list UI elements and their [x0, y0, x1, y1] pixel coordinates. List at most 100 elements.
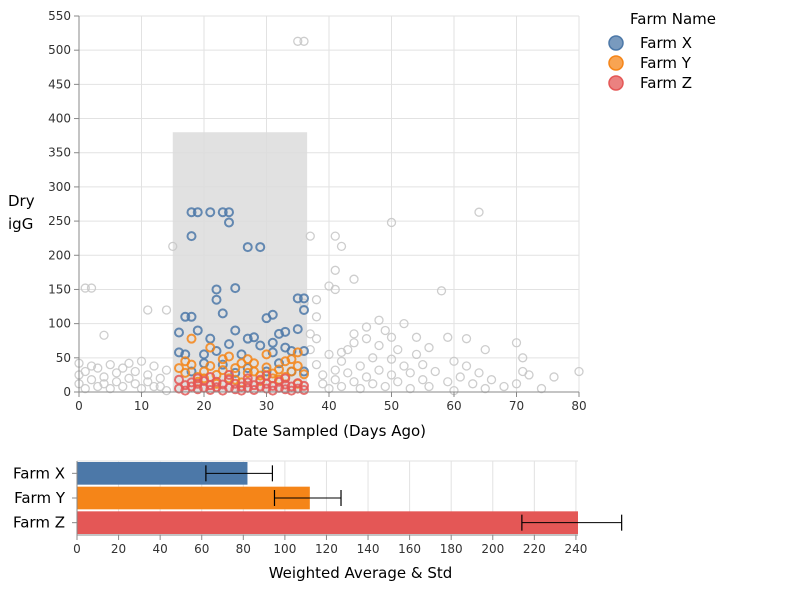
unselected-point[interactable]: [330, 265, 340, 275]
point-farm-x[interactable]: [267, 309, 278, 320]
unselected-point[interactable]: [105, 383, 115, 394]
unselected-point[interactable]: [155, 381, 165, 392]
unselected-point[interactable]: [136, 356, 147, 366]
unselected-point[interactable]: [461, 334, 472, 344]
unselected-point[interactable]: [549, 372, 559, 382]
unselected-point[interactable]: [418, 360, 428, 370]
point-farm-y[interactable]: [286, 366, 297, 377]
point-farm-x[interactable]: [224, 207, 234, 218]
unselected-point[interactable]: [468, 379, 478, 389]
unselected-point[interactable]: [149, 381, 159, 392]
unselected-point[interactable]: [149, 361, 159, 371]
unselected-point[interactable]: [299, 298, 309, 308]
unselected-point[interactable]: [305, 329, 315, 339]
point-farm-x[interactable]: [224, 217, 234, 228]
point-farm-y[interactable]: [242, 367, 253, 378]
unselected-point[interactable]: [511, 338, 522, 348]
point-farm-x[interactable]: [192, 325, 203, 336]
point-farm-x[interactable]: [192, 207, 203, 218]
point-farm-y[interactable]: [186, 333, 197, 344]
bar-farm-y[interactable]: [77, 486, 310, 510]
point-farm-y[interactable]: [261, 349, 272, 360]
selection-brush[interactable]: [172, 132, 308, 392]
unselected-point[interactable]: [130, 379, 140, 389]
unselected-point[interactable]: [418, 375, 428, 385]
unselected-point[interactable]: [361, 372, 372, 382]
unselected-point[interactable]: [349, 377, 359, 387]
unselected-point[interactable]: [349, 329, 359, 339]
unselected-point[interactable]: [324, 349, 334, 360]
unselected-point[interactable]: [443, 377, 453, 387]
unselected-point[interactable]: [393, 344, 403, 355]
point-farm-x[interactable]: [174, 327, 184, 338]
unselected-point[interactable]: [311, 295, 322, 305]
point-farm-x[interactable]: [255, 242, 266, 253]
unselected-point[interactable]: [343, 368, 353, 378]
legend-label-farm-y[interactable]: Farm Y: [640, 54, 692, 72]
unselected-point[interactable]: [349, 274, 359, 284]
unselected-point[interactable]: [518, 353, 528, 363]
unselected-point[interactable]: [311, 360, 322, 370]
point-farm-y[interactable]: [180, 367, 191, 378]
unselected-point[interactable]: [355, 383, 365, 394]
unselected-point[interactable]: [511, 379, 522, 389]
unselected-point[interactable]: [93, 381, 103, 392]
unselected-point[interactable]: [161, 385, 172, 396]
point-farm-y[interactable]: [230, 363, 241, 374]
legend[interactable]: Farm Name Farm X Farm Y Farm Z: [608, 10, 716, 92]
point-farm-z[interactable]: [242, 373, 253, 384]
point-farm-z[interactable]: [261, 370, 272, 381]
unselected-point[interactable]: [168, 241, 178, 252]
legend-label-farm-z[interactable]: Farm Z: [640, 74, 692, 92]
unselected-point[interactable]: [305, 231, 315, 241]
point-farm-x[interactable]: [274, 358, 284, 369]
legend-label-farm-x[interactable]: Farm X: [640, 34, 692, 52]
unselected-point[interactable]: [330, 375, 340, 385]
unselected-point[interactable]: [430, 366, 440, 377]
unselected-point[interactable]: [368, 379, 378, 389]
point-farm-x[interactable]: [186, 207, 197, 218]
unselected-point[interactable]: [424, 342, 434, 353]
bar-chart[interactable]: 0 20 40 60 80 100 120 140 160 180 200 220 240 Farm X F…: [13, 460, 623, 582]
point-farm-y[interactable]: [299, 369, 309, 380]
unselected-point[interactable]: [318, 370, 328, 380]
unselected-point[interactable]: [355, 361, 365, 371]
point-farm-x[interactable]: [255, 340, 266, 351]
unselected-point[interactable]: [161, 365, 172, 375]
unselected-point[interactable]: [336, 381, 347, 392]
point-farm-x[interactable]: [211, 284, 222, 295]
point-farm-x[interactable]: [267, 337, 278, 348]
point-farm-x[interactable]: [211, 294, 222, 305]
point-farm-y[interactable]: [217, 365, 228, 376]
unselected-point[interactable]: [111, 368, 122, 378]
unselected-point[interactable]: [336, 241, 347, 252]
unselected-point[interactable]: [343, 344, 353, 355]
point-farm-y[interactable]: [292, 361, 303, 372]
point-farm-y[interactable]: [174, 363, 184, 374]
unselected-point[interactable]: [574, 366, 584, 377]
unselected-point[interactable]: [380, 325, 390, 336]
unselected-point[interactable]: [480, 344, 490, 355]
unselected-point[interactable]: [361, 334, 372, 344]
unselected-point[interactable]: [374, 315, 384, 325]
unselected-point[interactable]: [349, 338, 359, 348]
unselected-point[interactable]: [93, 363, 103, 373]
point-farm-y[interactable]: [205, 342, 216, 353]
unselected-point[interactable]: [336, 347, 347, 357]
point-farm-x[interactable]: [267, 347, 278, 358]
unselected-point[interactable]: [461, 361, 472, 371]
point-farm-x[interactable]: [299, 293, 309, 304]
unselected-point[interactable]: [499, 381, 509, 392]
point-farm-x[interactable]: [242, 242, 253, 253]
point-farm-y[interactable]: [249, 358, 259, 369]
point-farm-x[interactable]: [217, 359, 228, 370]
point-farm-x[interactable]: [280, 326, 291, 337]
unselected-point[interactable]: [80, 383, 90, 394]
legend-symbol-farm-y[interactable]: [608, 55, 624, 71]
point-farm-y[interactable]: [230, 374, 241, 385]
unselected-point[interactable]: [299, 36, 309, 46]
unselected-point[interactable]: [330, 231, 340, 241]
point-farm-z[interactable]: [280, 379, 291, 390]
point-farm-y[interactable]: [180, 356, 191, 367]
point-farm-z[interactable]: [286, 385, 297, 396]
